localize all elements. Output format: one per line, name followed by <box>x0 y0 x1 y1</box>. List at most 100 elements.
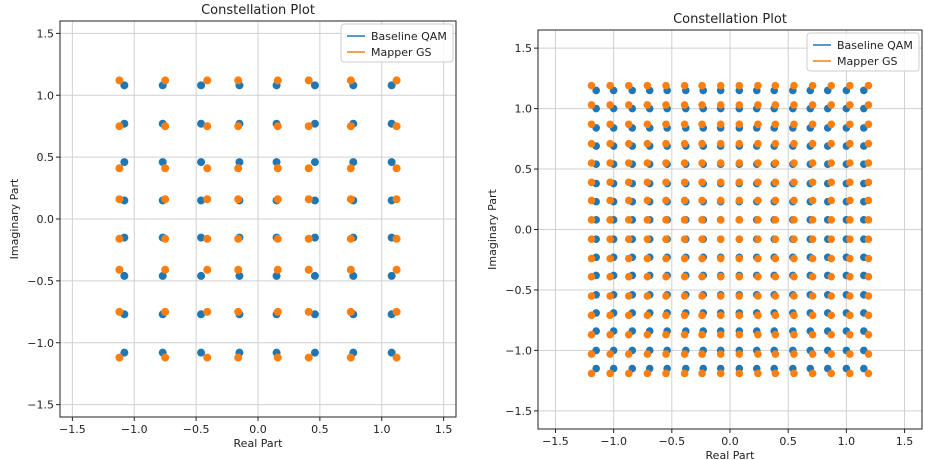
mapper-gs-point <box>680 196 689 205</box>
legend-box <box>806 32 920 72</box>
mapper-gs-point <box>771 350 780 358</box>
chart-title: Constellation Plot <box>673 12 787 27</box>
mapper-gs-point <box>864 235 873 243</box>
mapper-gs-point <box>735 369 744 378</box>
mapper-gs-point <box>161 234 170 243</box>
baseline-qam-point <box>387 348 396 357</box>
mapper-gs-point <box>808 196 817 205</box>
mapper-gs-point <box>606 101 614 109</box>
mapper-gs-point <box>864 159 873 167</box>
mapper-gs-point <box>808 272 817 281</box>
mapper-gs-point <box>643 178 652 187</box>
mapper-gs-point <box>790 330 798 339</box>
legend-label-mapper-gs: Mapper GS <box>837 55 898 68</box>
mapper-gs-point <box>827 101 836 109</box>
mapper-gs-point <box>846 330 854 339</box>
mapper-gs-point <box>624 330 633 339</box>
mapper-gs-point <box>624 178 633 187</box>
mapper-gs-point <box>846 254 854 263</box>
x-tick-label: −1.0 <box>121 423 148 436</box>
mapper-gs-point <box>827 350 836 358</box>
mapper-gs-point <box>716 292 725 300</box>
legend-label-mapper-gs: Mapper GS <box>371 46 432 59</box>
baseline-qam-point <box>310 119 319 128</box>
x-tick-label: 1.0 <box>373 423 391 436</box>
mapper-gs-point <box>643 330 652 339</box>
mapper-gs-point <box>808 311 817 320</box>
mapper-gs-point <box>304 195 313 204</box>
constellation-chart-right: Constellation Plot −1.5 −1.0 −0.5 0.0 0.5 1.0 1… <box>486 12 923 460</box>
mapper-gs-point <box>643 369 652 378</box>
mapper-gs-point <box>624 120 633 129</box>
mapper-gs-point <box>643 196 652 205</box>
mapper-gs-point <box>754 350 762 358</box>
mapper-gs-point <box>790 216 798 224</box>
mapper-gs-point <box>846 350 854 358</box>
baseline-qam-point <box>272 158 281 167</box>
mapper-gs-point <box>643 101 652 109</box>
mapper-gs-point <box>643 120 652 129</box>
baseline-qam-point <box>120 271 129 280</box>
mapper-gs-point <box>304 353 313 362</box>
mapper-gs-point <box>203 76 212 85</box>
mapper-gs-point <box>754 216 762 224</box>
mapper-gs-point <box>846 216 854 224</box>
mapper-gs-point <box>115 122 124 131</box>
mapper-gs-point <box>346 265 355 274</box>
mapper-gs-point <box>808 159 817 167</box>
mapper-gs-point <box>790 101 798 109</box>
mapper-gs-point <box>771 120 780 129</box>
y-axis-label: Imaginary Part <box>486 188 499 269</box>
mapper-gs-point <box>698 81 706 90</box>
mapper-gs-point <box>864 369 873 378</box>
mapper-gs-point <box>161 195 170 204</box>
y-tick-label: 1.5 <box>515 42 533 55</box>
mapper-gs-point <box>273 164 282 173</box>
mapper-gs-point <box>587 120 596 129</box>
mapper-gs-point <box>662 159 670 167</box>
mapper-gs-point <box>735 178 744 187</box>
mapper-gs-point <box>698 139 706 148</box>
mapper-gs-point <box>624 254 633 263</box>
mapper-gs-point <box>643 159 652 167</box>
mapper-gs-point <box>624 235 633 243</box>
mapper-gs-point <box>864 254 873 263</box>
mapper-gs-point <box>662 120 670 129</box>
mapper-gs-point <box>754 178 762 187</box>
mapper-gs-point <box>680 216 689 224</box>
mapper-gs-point <box>827 81 836 90</box>
mapper-gs-point <box>273 234 282 243</box>
mapper-gs-point <box>771 81 780 90</box>
mapper-gs-point <box>698 216 706 224</box>
mapper-gs-point <box>771 216 780 224</box>
mapper-gs-point <box>771 196 780 205</box>
mapper-gs-point <box>808 235 817 243</box>
baseline-qam-point <box>197 233 206 242</box>
mapper-gs-point <box>680 330 689 339</box>
mapper-gs-point <box>864 120 873 129</box>
mapper-gs-point <box>808 139 817 148</box>
mapper-gs-point <box>161 353 170 362</box>
mapper-gs-point <box>346 353 355 362</box>
mapper-gs-point <box>643 81 652 90</box>
baseline-qam-point <box>235 158 244 167</box>
baseline-qam-point <box>592 364 600 373</box>
x-tick-label: 1.5 <box>896 435 914 448</box>
mapper-gs-point <box>680 101 689 109</box>
mapper-gs-point <box>643 139 652 148</box>
mapper-gs-point <box>846 311 854 320</box>
baseline-qam-point <box>235 271 244 280</box>
mapper-gs-point <box>864 350 873 358</box>
mapper-gs-point <box>771 292 780 300</box>
mapper-gs-point <box>864 81 873 90</box>
mapper-gs-point <box>754 272 762 281</box>
mapper-gs-point <box>606 311 614 320</box>
mapper-gs-point <box>234 195 243 204</box>
baseline-qam-point <box>387 81 396 90</box>
mapper-gs-point <box>587 159 596 167</box>
mapper-gs-point <box>680 350 689 358</box>
mapper-gs-point <box>606 178 614 187</box>
mapper-gs-point <box>346 195 355 204</box>
mapper-gs-point <box>716 139 725 148</box>
mapper-gs-point <box>808 178 817 187</box>
